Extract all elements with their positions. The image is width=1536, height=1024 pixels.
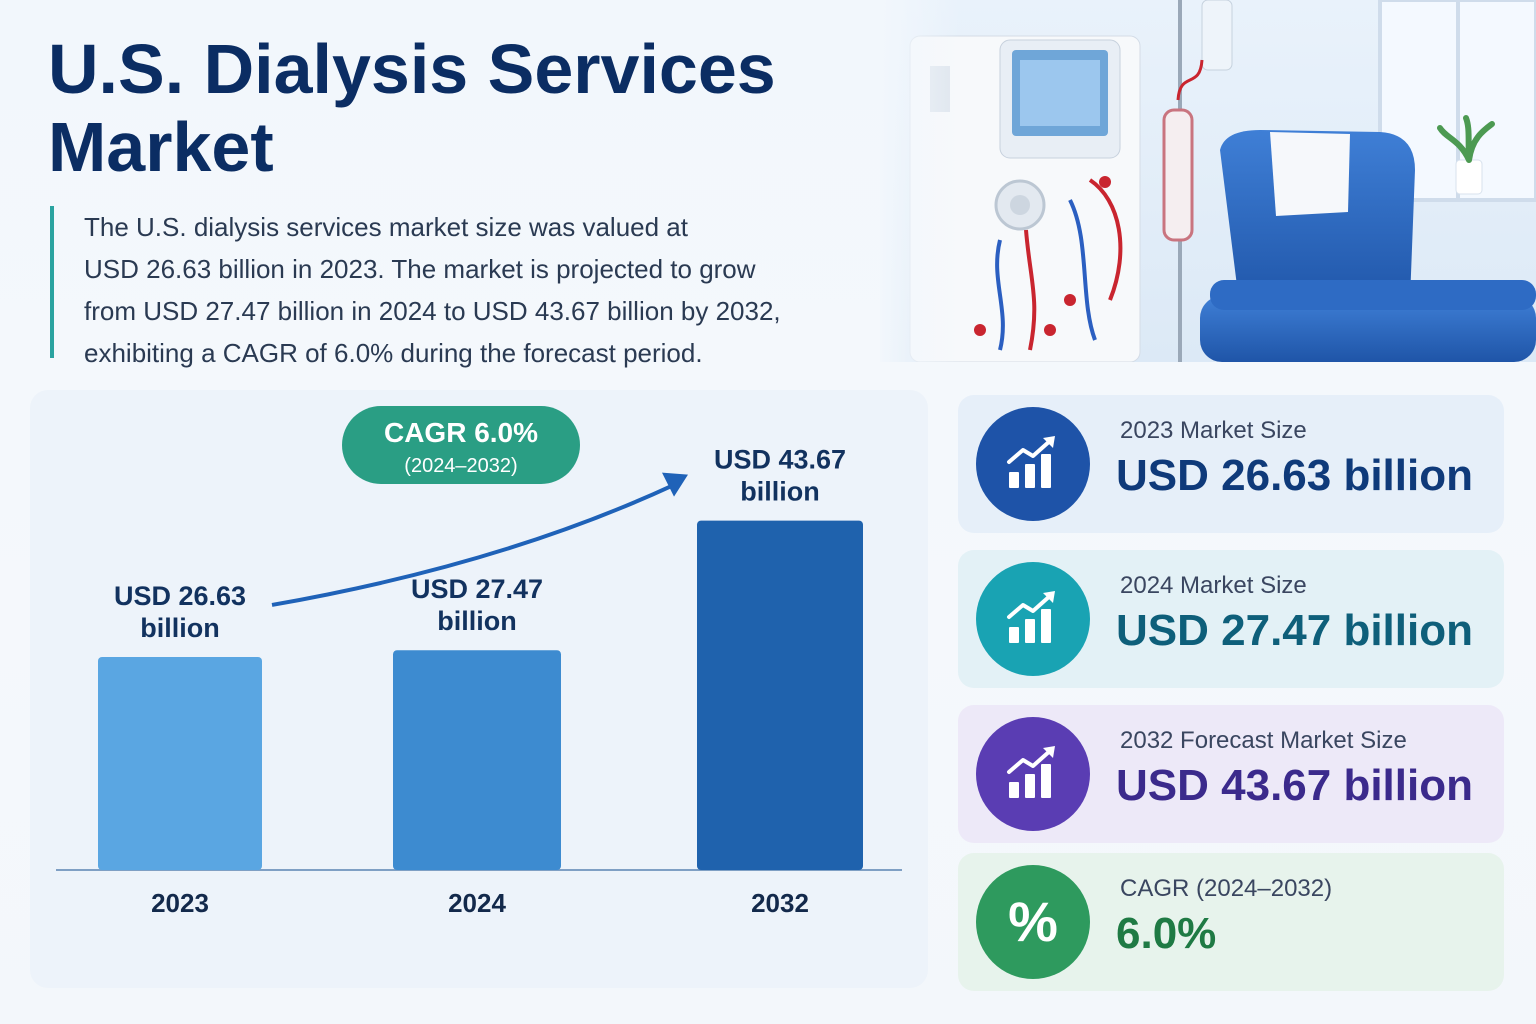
growth-arrow <box>271 484 671 607</box>
bar-2024 <box>393 650 561 870</box>
card-label: 2032 Forecast Market Size <box>1120 727 1407 754</box>
chart-up-icon <box>1007 591 1055 643</box>
card-label: CAGR (2024–2032) <box>1120 875 1333 902</box>
cagr-badge <box>342 406 580 484</box>
card-icon-circle <box>976 562 1090 676</box>
x-tick-label: 2023 <box>151 888 209 918</box>
x-tick-label: 2024 <box>448 888 506 918</box>
data-label-unit: billion <box>740 477 819 507</box>
stat-card-2023: 2023 Market Size USD 26.63 billion <box>958 395 1504 533</box>
stat-card-2024: 2024 Market Size USD 27.47 billion <box>958 550 1504 688</box>
intro-line: exhibiting a CAGR of 6.0% during the for… <box>84 338 703 368</box>
data-label: USD 43.67 <box>714 445 846 475</box>
card-icon-circle <box>976 407 1090 521</box>
card-value: USD 26.63 billion <box>1116 451 1473 500</box>
intro-line: from USD 27.47 billion in 2024 to USD 43… <box>84 296 781 326</box>
data-label: USD 27.47 <box>411 574 543 604</box>
cagr-badge-period: (2024–2032) <box>404 455 517 477</box>
page-title: U.S. Dialysis Services Market <box>48 30 776 186</box>
data-label-unit: billion <box>437 606 516 636</box>
card-label: 2023 Market Size <box>1120 417 1307 444</box>
hero-photo <box>880 0 1536 362</box>
card-value: 6.0% <box>1116 909 1217 958</box>
chart-up-icon <box>1007 436 1055 488</box>
stat-card-2032-forecast: 2032 Forecast Market Size USD 43.67 bill… <box>958 705 1504 843</box>
intro-line: USD 26.63 billion in 2023. The market is… <box>84 254 756 284</box>
bar-chart-panel: 2023 USD 26.63 billion 2024 USD 27.47 billion… <box>30 390 928 988</box>
x-tick-label: 2032 <box>751 888 809 918</box>
chart-up-icon <box>1007 746 1055 798</box>
cagr-badge-title: CAGR 6.0% <box>384 417 538 448</box>
card-value: USD 43.67 billion <box>1116 761 1473 810</box>
stat-card-cagr: % CAGR (2024–2032) 6.0% <box>958 853 1504 991</box>
bar-2023 <box>98 656 262 870</box>
card-icon-circle <box>976 717 1090 831</box>
growth-arrow-head <box>662 472 688 497</box>
data-label: USD 26.63 <box>114 581 246 611</box>
card-icon-circle: % <box>976 865 1090 979</box>
intro-text: The U.S. dialysis services market size w… <box>50 206 850 368</box>
card-value: USD 27.47 billion <box>1116 606 1473 655</box>
card-label: 2024 Market Size <box>1120 572 1307 599</box>
percent-icon: % <box>1008 890 1058 953</box>
dialysis-scene-illustration <box>880 0 1536 362</box>
intro-line: The U.S. dialysis services market size w… <box>84 212 688 242</box>
data-label-unit: billion <box>140 613 219 643</box>
bar-2032 <box>697 520 863 870</box>
